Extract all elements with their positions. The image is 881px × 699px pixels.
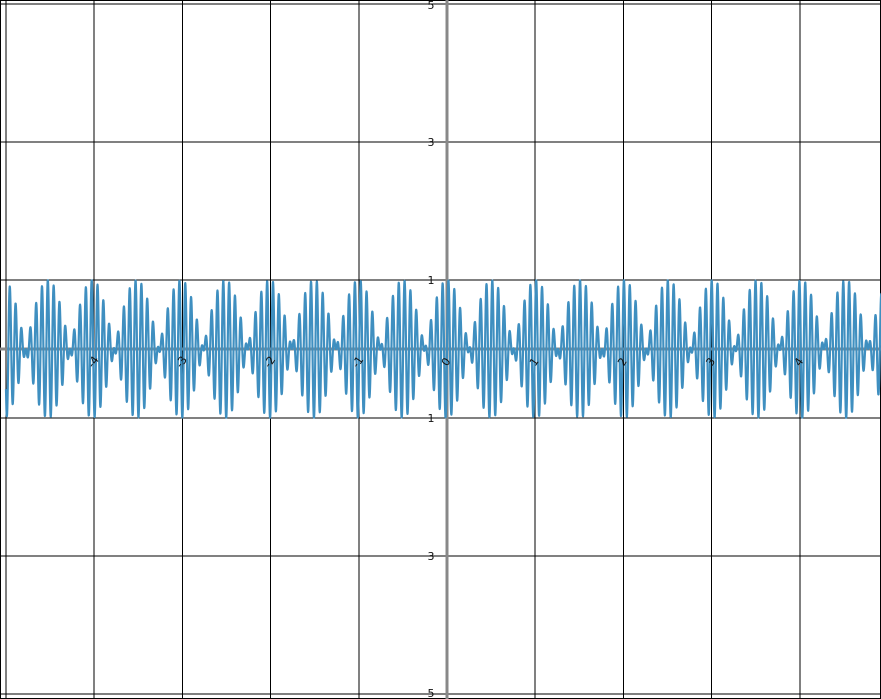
y-tick-label: 1 <box>428 274 435 287</box>
y-tick-label: 1 <box>428 412 435 425</box>
y-tick-label: 3 <box>428 136 435 149</box>
y-tick-label: 5 <box>428 0 435 12</box>
function-curve <box>4 279 881 419</box>
y-tick-label: 5 <box>428 687 435 699</box>
y-tick-label: 3 <box>428 550 435 563</box>
series-line <box>4 279 881 419</box>
